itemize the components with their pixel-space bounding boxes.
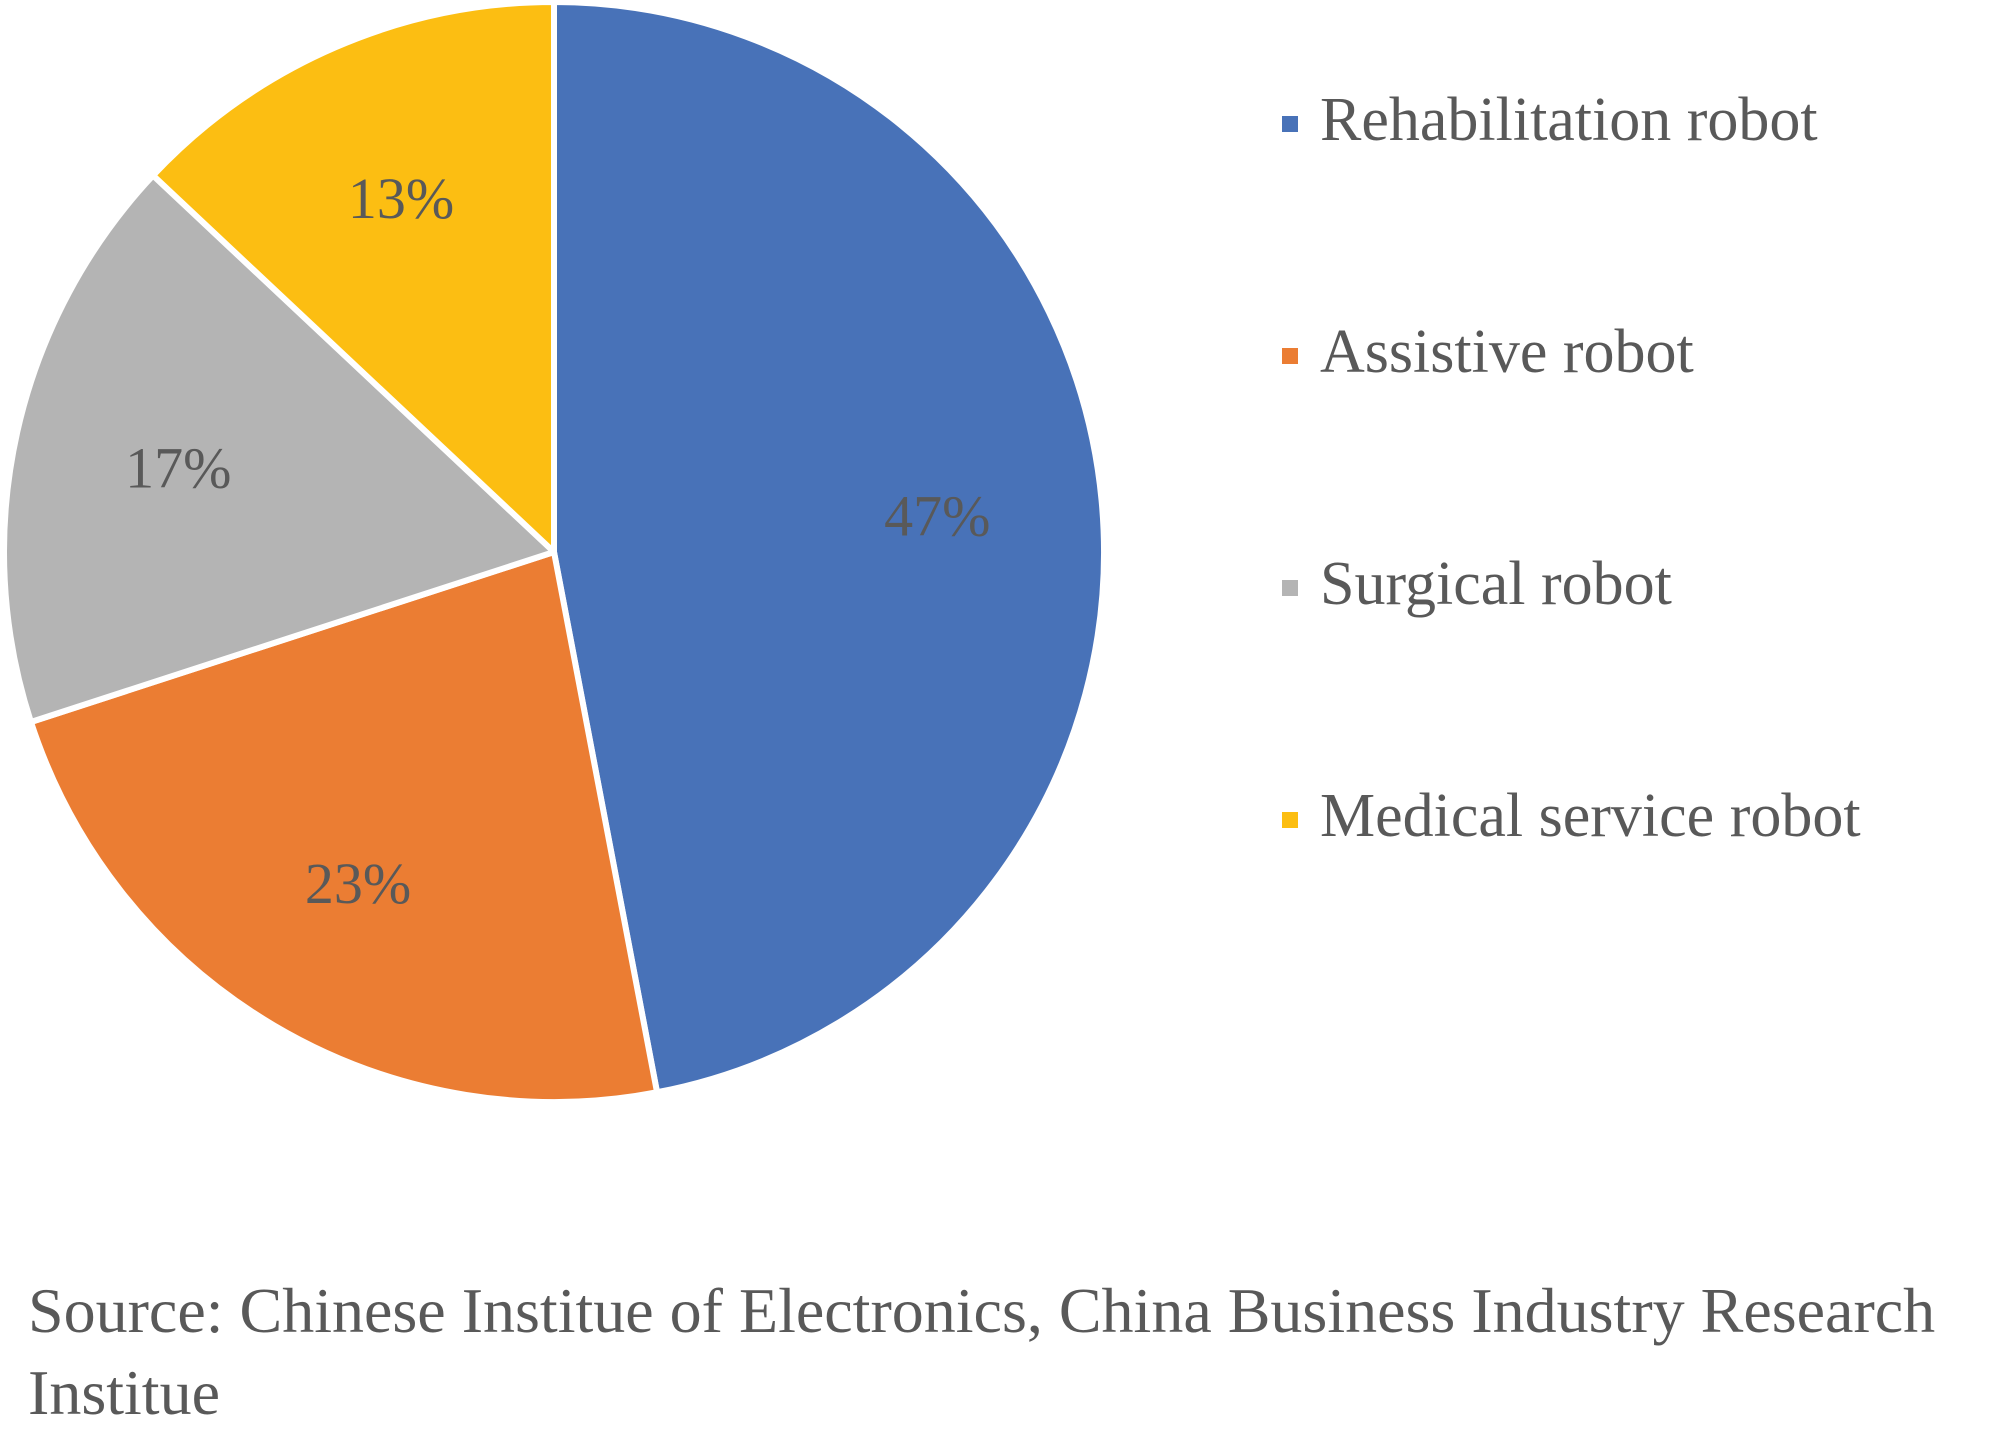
pie-slice-surgical-robot bbox=[1, 172, 557, 725]
legend-label: Assistive robot bbox=[1320, 318, 1694, 386]
pie-slice-medical-service-robot bbox=[150, 0, 557, 555]
pie-slice-assistive-robot bbox=[27, 549, 661, 1105]
data-label-rehabilitation-robot: 47% bbox=[884, 483, 990, 548]
legend-label: Rehabilitation robot bbox=[1320, 86, 1818, 154]
pie-chart: 47% 23% 17% 13% bbox=[1, 0, 1107, 1105]
data-label-assistive-robot: 23% bbox=[305, 851, 411, 916]
legend-swatch bbox=[1282, 348, 1298, 364]
data-label-medical-service-robot: 13% bbox=[348, 166, 454, 231]
source-note: Source: Chinese Institue of Electronics,… bbox=[28, 1275, 1936, 1428]
legend-item-rehabilitation-robot: Rehabilitation robot bbox=[1282, 80, 1982, 312]
legend-label: Surgical robot bbox=[1320, 550, 1672, 618]
legend-swatch bbox=[1282, 812, 1298, 828]
legend: Rehabilitation robot Assistive robot Surgi… bbox=[1282, 80, 1982, 1008]
pie-slice-rehabilitation-robot bbox=[551, 0, 1107, 1096]
data-label-surgical-robot: 17% bbox=[125, 436, 231, 501]
legend-swatch bbox=[1282, 580, 1298, 596]
legend-swatch bbox=[1282, 116, 1298, 132]
legend-item-assistive-robot: Assistive robot bbox=[1282, 312, 1982, 544]
legend-label: Medical service robot bbox=[1320, 782, 1861, 850]
legend-item-medical-service-robot: Medical service robot bbox=[1282, 776, 1982, 1008]
legend-item-surgical-robot: Surgical robot bbox=[1282, 544, 1982, 776]
